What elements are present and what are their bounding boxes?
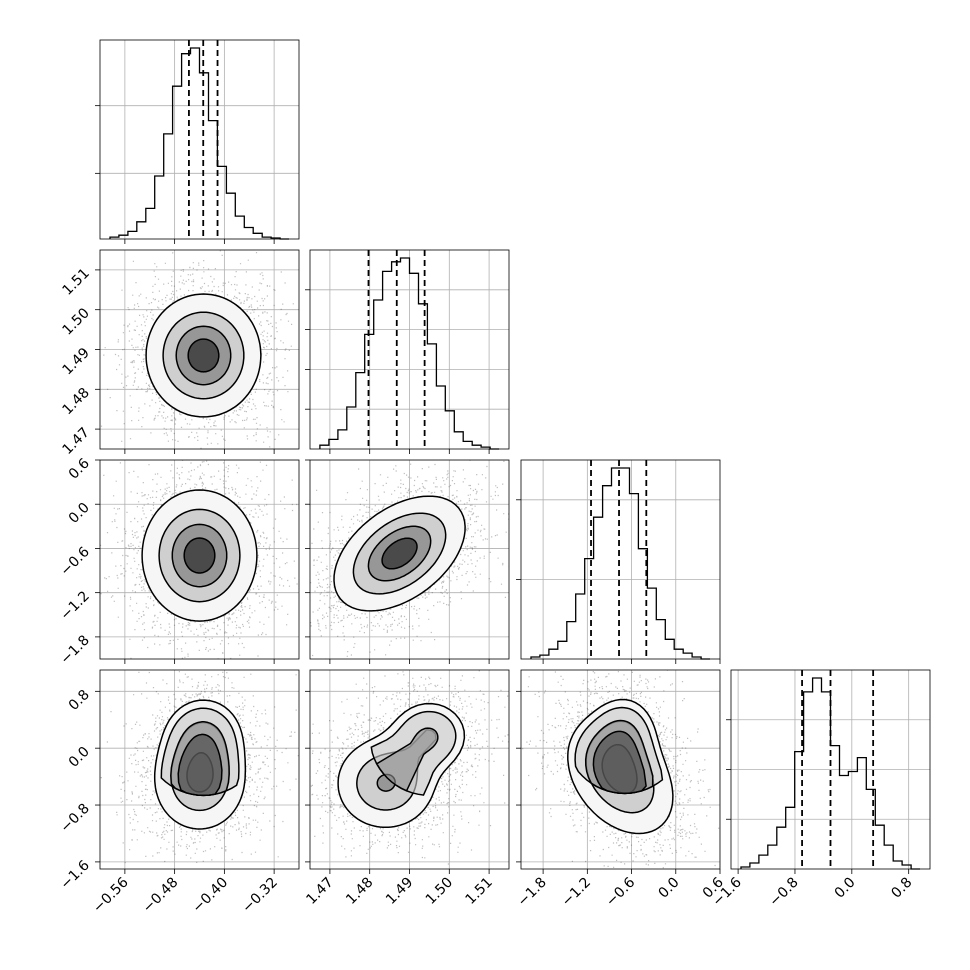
panel-1-0 bbox=[95, 249, 300, 454]
x-tick-label: 0.0 bbox=[656, 875, 683, 902]
panel-frame bbox=[99, 669, 300, 870]
histogram-3 bbox=[726, 669, 931, 874]
y-tick-label: −1.2 bbox=[57, 588, 92, 623]
panel-frame bbox=[99, 459, 300, 660]
histogram-step bbox=[319, 257, 500, 450]
x-tick-label: −0.32 bbox=[239, 875, 281, 917]
contour-secondary-4 bbox=[592, 730, 647, 795]
y-tick-label: 1.51 bbox=[59, 265, 92, 298]
contour-level-4 bbox=[183, 537, 216, 574]
x-tick-label: −0.48 bbox=[140, 875, 182, 917]
y-tick-label: 0.0 bbox=[66, 500, 93, 527]
histogram-step bbox=[109, 47, 289, 240]
panel-frame bbox=[520, 459, 721, 660]
x-tick-label: −0.8 bbox=[766, 875, 801, 910]
x-tick-label: 1.48 bbox=[343, 875, 376, 908]
y-tick-label: 1.48 bbox=[59, 385, 92, 418]
histogram-2 bbox=[516, 459, 721, 664]
y-tick-label: 1.47 bbox=[59, 425, 92, 458]
panel-frame bbox=[99, 39, 300, 240]
contour-secondary-4 bbox=[177, 733, 223, 797]
x-tick-label: −1.8 bbox=[515, 875, 550, 910]
x-tick-label: 1.50 bbox=[423, 875, 456, 908]
histogram-1 bbox=[305, 249, 510, 454]
y-tick-label: 0.0 bbox=[66, 744, 93, 771]
x-tick-label: −0.56 bbox=[90, 874, 132, 916]
y-tick-label: 0.8 bbox=[66, 687, 93, 714]
y-tick-label: −0.6 bbox=[57, 544, 92, 579]
contour-secondary-3 bbox=[375, 727, 439, 792]
panel-2-1 bbox=[305, 459, 510, 664]
y-tick-label: 1.50 bbox=[59, 305, 92, 338]
panel-2-0 bbox=[95, 459, 300, 664]
y-tick-label: −1.8 bbox=[57, 632, 92, 667]
y-tick-label: 1.49 bbox=[59, 345, 92, 378]
y-tick-label: −1.6 bbox=[57, 857, 92, 892]
panel-3-0 bbox=[95, 669, 300, 874]
contour-level-4 bbox=[381, 537, 418, 570]
panel-frame bbox=[520, 669, 721, 870]
y-tick-label: 0.6 bbox=[66, 455, 93, 482]
x-tick-label: −1.2 bbox=[559, 875, 594, 910]
x-tick-label: −0.40 bbox=[190, 875, 232, 917]
x-tick-label: −0.6 bbox=[603, 874, 638, 909]
panel-3-1 bbox=[305, 669, 510, 874]
y-tick-label: −0.8 bbox=[57, 801, 92, 836]
x-tick-label: 1.49 bbox=[383, 875, 416, 908]
panel-frame bbox=[730, 669, 931, 870]
x-tick-label: 0.8 bbox=[888, 875, 915, 902]
panel-3-2 bbox=[516, 669, 721, 874]
x-tick-label: 1.47 bbox=[303, 875, 336, 908]
histogram-0 bbox=[95, 39, 300, 244]
x-tick-label: 0.0 bbox=[832, 875, 859, 902]
histogram-step bbox=[530, 467, 710, 660]
x-tick-label: 1.51 bbox=[463, 875, 496, 908]
contour-level-4 bbox=[187, 338, 220, 373]
